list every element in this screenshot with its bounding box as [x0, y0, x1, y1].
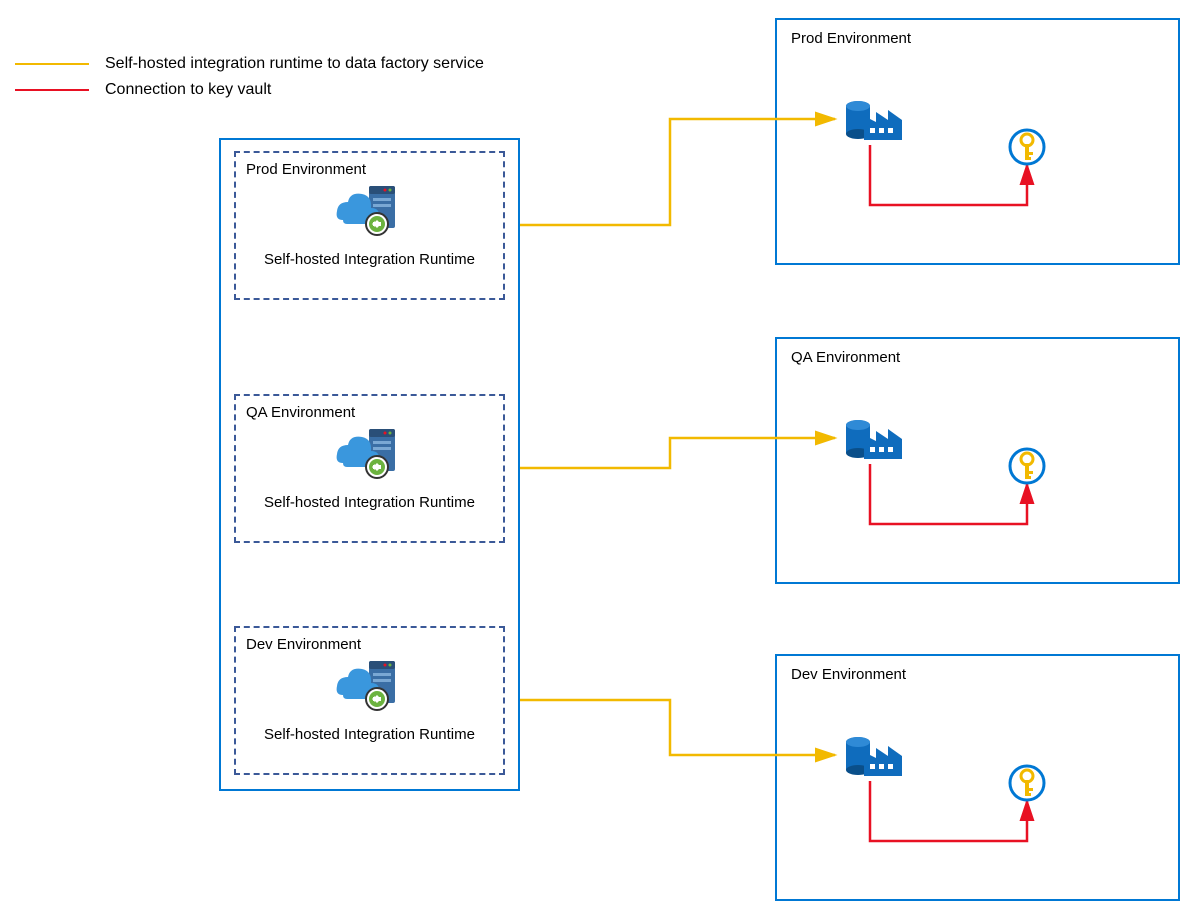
env-title: QA Environment [791, 349, 900, 366]
shir-icon [246, 659, 493, 719]
legend-label-yellow: Self-hosted integration runtime to data … [105, 55, 484, 73]
legend-line-red [15, 89, 89, 91]
shir-box-qa: QA Environment Self-hosted Integration R… [234, 394, 505, 543]
legend-line-yellow [15, 63, 89, 65]
shir-icon [246, 427, 493, 487]
env-box-dev: Dev Environment [775, 654, 1180, 901]
env-box-qa: QA Environment [775, 337, 1180, 584]
shir-title: QA Environment [246, 404, 493, 421]
shir-label: Self-hosted Integration Runtime [246, 725, 493, 745]
shir-box-prod: Prod Environment Self-hosted Integration… [234, 151, 505, 300]
shir-box-dev: Dev Environment Self-hosted Integration … [234, 626, 505, 775]
shir-title: Dev Environment [246, 636, 493, 653]
diagram-canvas: Self-hosted integration runtime to data … [0, 0, 1198, 904]
shir-label: Self-hosted Integration Runtime [246, 250, 493, 270]
env-box-prod: Prod Environment [775, 18, 1180, 265]
legend: Self-hosted integration runtime to data … [15, 55, 484, 107]
legend-row-yellow: Self-hosted integration runtime to data … [15, 55, 484, 73]
env-title: Prod Environment [791, 30, 911, 47]
env-title: Dev Environment [791, 666, 906, 683]
shir-label: Self-hosted Integration Runtime [246, 493, 493, 513]
legend-label-red: Connection to key vault [105, 81, 271, 99]
shir-icon [246, 184, 493, 244]
legend-row-red: Connection to key vault [15, 81, 484, 99]
shir-title: Prod Environment [246, 161, 493, 178]
